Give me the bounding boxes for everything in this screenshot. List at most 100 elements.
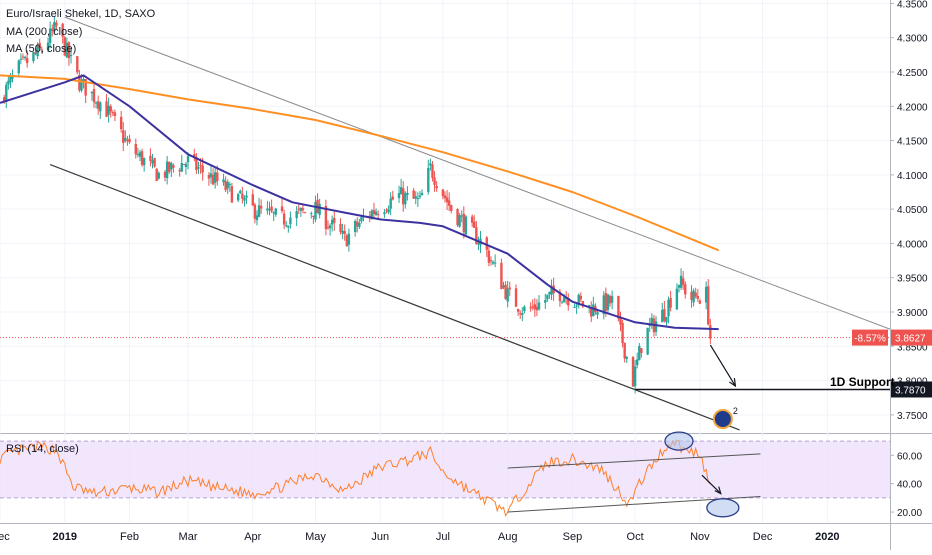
candle-body [675, 288, 679, 310]
candle-body [579, 295, 582, 300]
candle-body [420, 192, 424, 196]
candle-body [610, 296, 614, 303]
candle-body [631, 356, 635, 387]
price-tick-label: 4.0500 [897, 205, 928, 216]
candle-body [592, 304, 595, 317]
rsi-projection-arrow [701, 474, 722, 495]
rsi-top-highlight [664, 431, 694, 451]
rsi-legend: RSI (14, close) [6, 443, 79, 455]
time-tick-label: Nov [690, 531, 710, 543]
candle-body [184, 163, 188, 168]
candle-body [226, 182, 229, 189]
candle-body [347, 233, 351, 245]
support-value: 3.7870 [895, 385, 926, 396]
candle-body [376, 214, 380, 216]
candle-body [155, 168, 158, 181]
candle-body [211, 174, 215, 185]
candle-body [646, 327, 649, 355]
candle-body [34, 52, 37, 54]
projection-arrowhead [729, 377, 737, 388]
chart-title: Euro/Israeli Shekel, 1D, SAXO [6, 8, 156, 20]
candle-body [696, 295, 699, 299]
candle-body [124, 138, 127, 141]
candle-body [245, 195, 248, 198]
candle-body [193, 154, 196, 157]
candle-body [416, 198, 420, 200]
candle-body [450, 205, 453, 211]
time-tick-label: Aug [498, 531, 518, 543]
candle-body [199, 165, 202, 167]
candle-body [606, 294, 610, 310]
candle-body [608, 295, 612, 304]
time-tick-label: Dec [0, 531, 10, 543]
candle-body [638, 346, 641, 361]
candle-body [207, 174, 211, 179]
rsi-projection-arrowhead [714, 486, 722, 495]
candle-body [460, 215, 463, 217]
candle-body [617, 295, 620, 319]
candle-body [36, 45, 39, 57]
candle-body [314, 202, 317, 220]
candle-body [529, 307, 532, 309]
candle-body [287, 226, 290, 228]
candle-body [427, 167, 430, 193]
candle-body [433, 177, 436, 185]
price-tick-label: 3.8500 [897, 342, 928, 353]
time-tick-label: Apr [244, 531, 261, 543]
candle-body [268, 208, 271, 210]
candle-body [209, 173, 213, 178]
candle-body [550, 287, 553, 295]
candle-body [241, 193, 244, 199]
candle-body [61, 23, 64, 37]
candle-body [477, 242, 480, 245]
candle-body [435, 185, 438, 189]
candle-body [544, 300, 547, 303]
event-badge-count: 2 [733, 406, 738, 416]
candle-body [172, 165, 175, 168]
candle-body [230, 186, 234, 203]
candle-body [374, 211, 378, 215]
candle-body [360, 216, 363, 222]
candle-body [640, 348, 643, 353]
candle-body [353, 220, 357, 232]
price-label: 3.8627 [895, 334, 926, 345]
candle-body [707, 286, 710, 325]
price-tick-label: 4.3500 [897, 0, 928, 10]
candle-body [506, 288, 509, 302]
candle-body [679, 275, 683, 288]
time-tick-label: Feb [120, 531, 139, 543]
candle-body [119, 116, 123, 130]
support-label: 1D Support [830, 375, 895, 389]
candle-body [531, 306, 534, 308]
candle-body [665, 317, 668, 323]
candle-body [257, 205, 261, 217]
candle-body [533, 304, 537, 310]
candle-body [429, 163, 432, 166]
candle-body [372, 210, 376, 215]
trendline-lower [49, 164, 740, 431]
candle-body [239, 190, 242, 194]
candle-body [94, 102, 98, 104]
candle-body [356, 221, 359, 227]
candle-body [500, 262, 503, 290]
candle-body [431, 164, 434, 178]
candle-body [587, 305, 591, 307]
candle-body [80, 79, 83, 91]
candle-body [297, 208, 300, 210]
change-label-box [852, 329, 888, 346]
candle-body [224, 181, 227, 191]
candle-body [51, 28, 54, 31]
rsi-tick-label: 40.00 [897, 480, 922, 491]
candle-body [602, 295, 605, 315]
candle-body [128, 138, 131, 143]
candle-body [253, 204, 257, 219]
candle-body [318, 204, 321, 215]
candle-body [443, 195, 447, 199]
candle-body [19, 58, 23, 60]
time-tick-label: Sep [563, 531, 583, 543]
candle-body [692, 290, 695, 303]
candle-body [69, 54, 73, 57]
rsi-tick-label: 60.00 [897, 451, 922, 462]
candle-body [266, 208, 269, 211]
candle-body [339, 224, 342, 232]
